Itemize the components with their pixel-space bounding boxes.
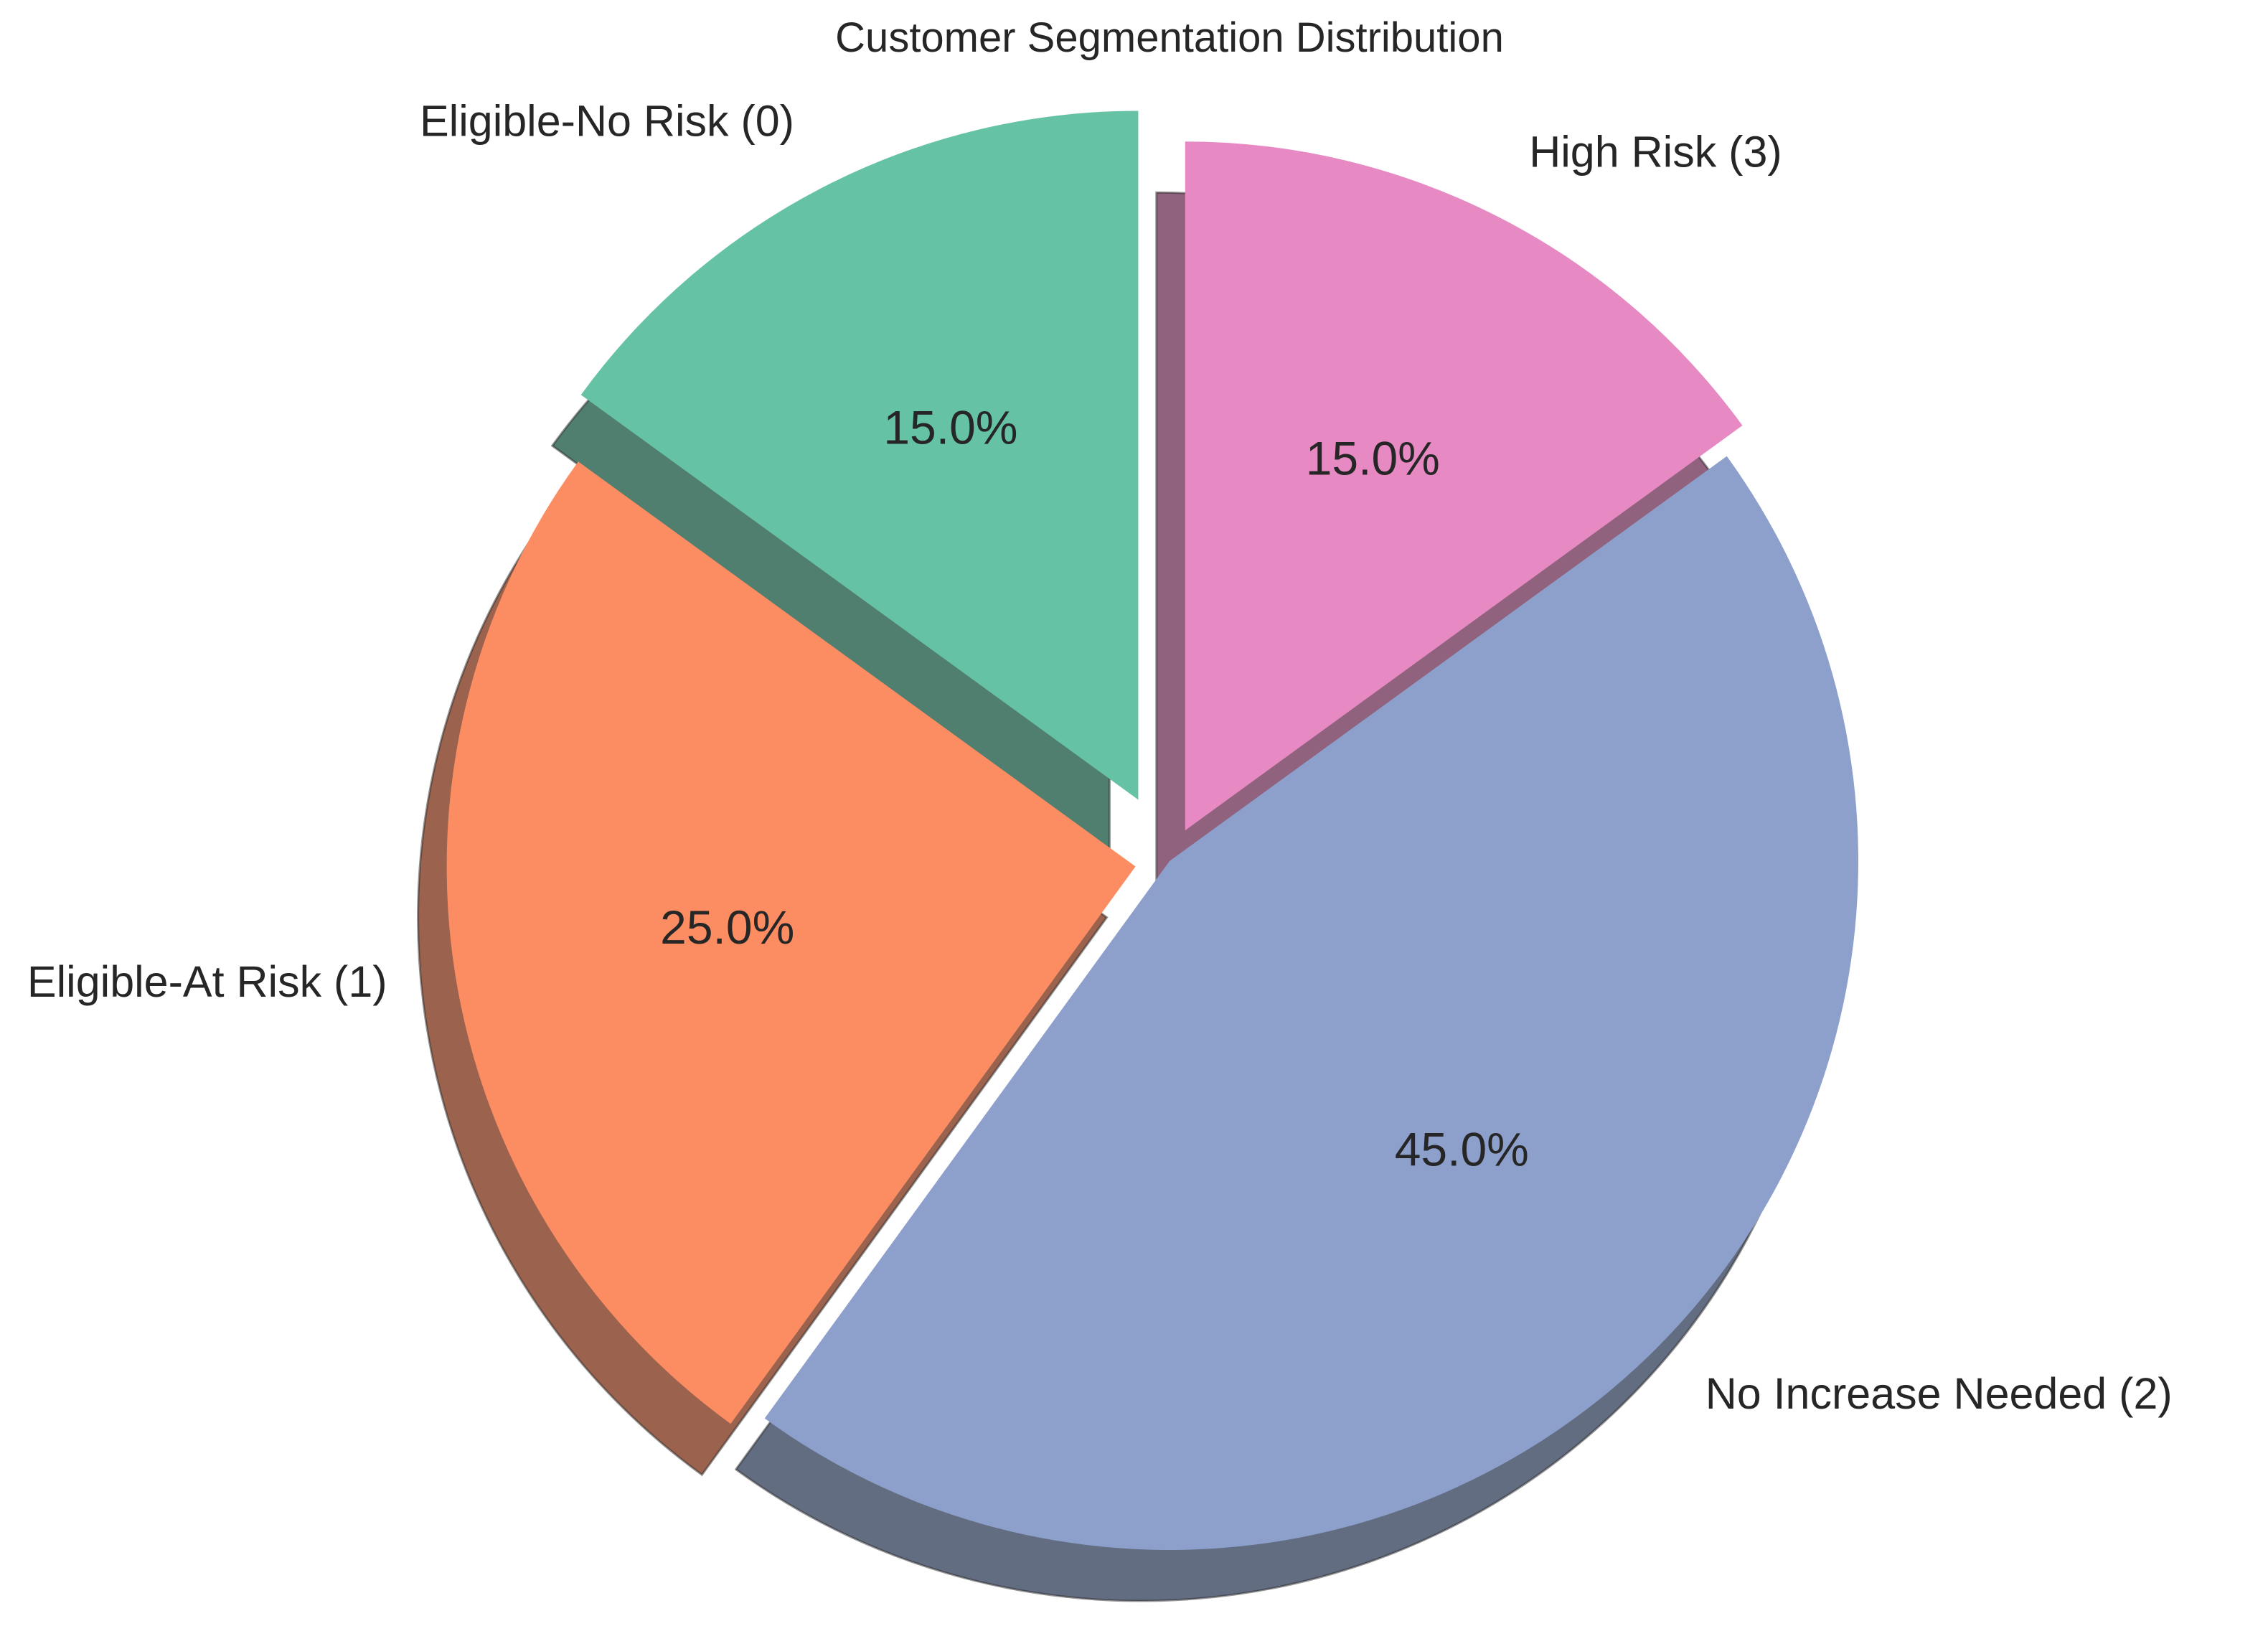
chart-title: Customer Segmentation Distribution	[835, 14, 1504, 61]
slice-eligible-at-risk-1[interactable]	[446, 461, 1136, 1424]
slice-high-risk-3[interactable]	[1185, 141, 1743, 831]
slice-pct-label-eligible-at-risk-1: 25.0%	[660, 901, 794, 954]
slice-label-high-risk-3: High Risk (3)	[1529, 127, 1782, 176]
slice-label-eligible-at-risk-1: Eligible-At Risk (1)	[27, 957, 387, 1006]
slice-label-no-increase-needed-2: No Increase Needed (2)	[1705, 1369, 2173, 1418]
slice-pct-label-eligible-no-risk-0: 15.0%	[883, 401, 1017, 454]
slice-pct-label-no-increase-needed-2: 45.0%	[1395, 1123, 1529, 1176]
slice-label-eligible-no-risk-0: Eligible-No Risk (0)	[420, 97, 794, 146]
slice-layer	[446, 111, 1859, 1551]
slice-eligible-no-risk-0[interactable]	[580, 111, 1139, 800]
slice-no-increase-needed-2[interactable]	[764, 456, 1859, 1551]
slice-pct-label-high-risk-3: 15.0%	[1306, 431, 1440, 484]
label-layer: Eligible-No Risk (0) 15.0% Eligible-At Ris…	[27, 97, 2173, 1418]
